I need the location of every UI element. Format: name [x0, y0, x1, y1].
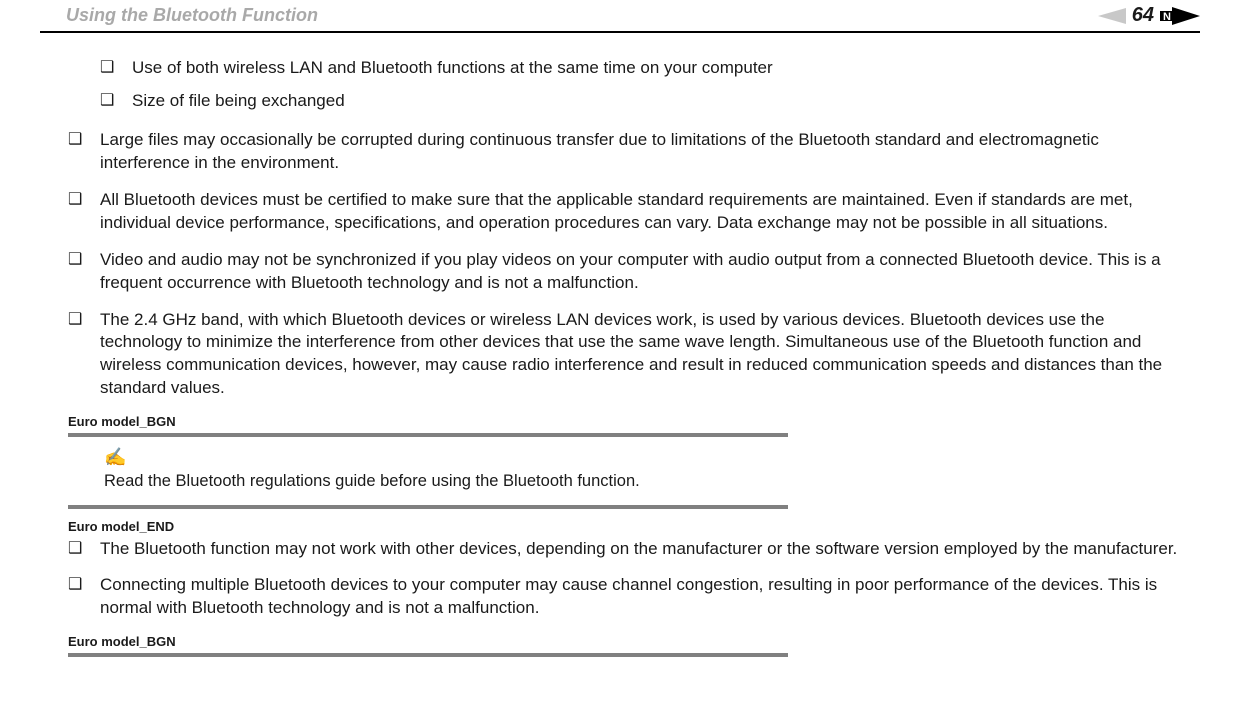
- nav-next-icon[interactable]: N: [1160, 7, 1200, 25]
- euro-model-bgn-marker: Euro model_BGN: [68, 414, 1180, 429]
- header-nav: 64 N: [1098, 4, 1200, 27]
- list-item: Connecting multiple Bluetooth devices to…: [68, 574, 1180, 620]
- list-item: Use of both wireless LAN and Bluetooth f…: [100, 57, 1180, 80]
- page-number: 64: [1132, 4, 1154, 27]
- document-page: Using the Bluetooth Function 64 N Use of…: [0, 0, 1240, 679]
- note-block: ✍ Read the Bluetooth regulations guide b…: [68, 447, 1180, 492]
- euro-model-end-marker: Euro model_END: [68, 519, 1180, 534]
- note-text: Read the Bluetooth regulations guide bef…: [104, 470, 1180, 492]
- page-content: Use of both wireless LAN and Bluetooth f…: [40, 57, 1200, 657]
- marker-bar: [68, 505, 788, 509]
- main-bullet-list-1: Large files may occasionally be corrupte…: [68, 129, 1180, 400]
- marker-bar: [68, 433, 788, 437]
- main-bullet-list-2: The Bluetooth function may not work with…: [68, 538, 1180, 621]
- list-item: Large files may occasionally be corrupte…: [68, 129, 1180, 175]
- euro-model-bgn-marker: Euro model_BGN: [68, 634, 1180, 649]
- header-divider: [40, 31, 1200, 33]
- marker-bar: [68, 653, 788, 657]
- nav-next-letter: N: [1163, 11, 1171, 23]
- list-item: All Bluetooth devices must be certified …: [68, 189, 1180, 235]
- list-item: The Bluetooth function may not work with…: [68, 538, 1180, 561]
- page-header: Using the Bluetooth Function 64 N: [40, 4, 1200, 31]
- list-item: Size of file being exchanged: [100, 90, 1180, 113]
- list-item: Video and audio may not be synchronized …: [68, 249, 1180, 295]
- list-item: The 2.4 GHz band, with which Bluetooth d…: [68, 309, 1180, 401]
- section-title: Using the Bluetooth Function: [66, 5, 318, 26]
- pencil-note-icon: ✍: [104, 447, 1180, 468]
- nested-bullet-list: Use of both wireless LAN and Bluetooth f…: [100, 57, 1180, 113]
- nav-prev-icon[interactable]: [1098, 8, 1126, 24]
